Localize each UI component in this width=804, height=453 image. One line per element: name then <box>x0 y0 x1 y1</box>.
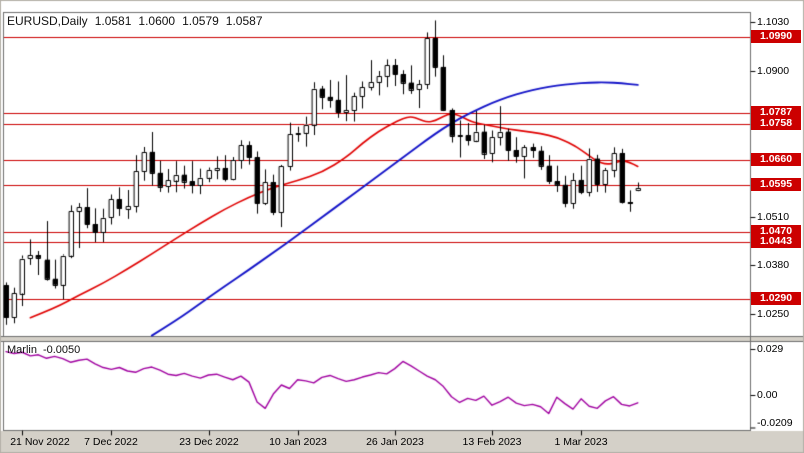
indicator-header: Marlin -0.0050 <box>7 344 80 356</box>
quote-open: 1.0581 <box>94 14 132 28</box>
quote-close: 1.0587 <box>225 14 263 28</box>
quote-header: EURUSD,Daily 1.0581 1.0600 1.0579 1.0587 <box>7 14 263 28</box>
quote-high: 1.0600 <box>138 14 176 28</box>
indicator-current-value: -0.0050 <box>42 344 81 356</box>
indicator-name: Marlin <box>7 344 37 356</box>
quote-low: 1.0579 <box>182 14 219 28</box>
symbol-timeframe-label: EURUSD,Daily <box>7 14 88 28</box>
